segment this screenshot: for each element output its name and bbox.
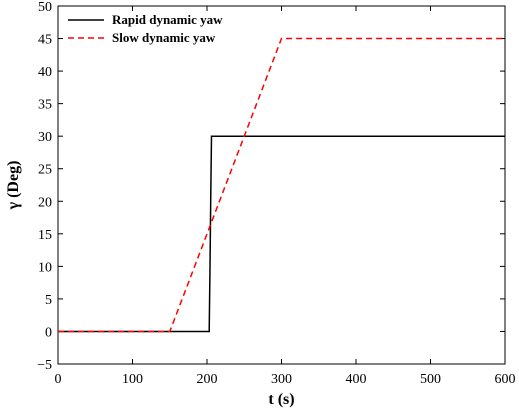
y-tick-label: 15 [38,228,52,243]
x-tick-label: 0 [55,372,62,387]
y-tick-label: 35 [38,98,52,113]
x-tick-label: 600 [495,372,516,387]
y-tick-label: 0 [45,325,52,340]
legend: Rapid dynamic yaw Slow dynamic yaw [68,12,223,45]
y-axis-title: γ (Deg) [5,161,22,211]
series-line-2 [58,37,505,333]
y-tick-label: 10 [38,260,52,275]
y-tick-label: 50 [38,0,52,15]
x-tick-label: 500 [420,372,441,387]
x-tick-label: 200 [197,372,218,387]
y-tick-label: 25 [38,163,52,178]
y-tick-label: 5 [45,293,52,308]
y-tick-label: 20 [38,195,52,210]
x-axis-title: t (s) [268,391,294,408]
y-tick-label: 45 [38,33,52,48]
legend-label-1: Rapid dynamic yaw [112,12,223,27]
y-tick-labels: −5 0 5 10 15 20 25 30 35 40 45 50 [37,0,52,373]
y-tick-label: −5 [37,358,52,373]
series-line-1 [58,135,505,333]
x-tick-labels: 0 100 200 300 400 500 600 [55,372,516,387]
y-tick-label: 40 [38,65,52,80]
plot-frame [57,5,506,365]
axis-ticks [57,5,506,365]
series-layer [58,37,505,333]
y-tick-label: 30 [38,130,52,145]
legend-label-2: Slow dynamic yaw [112,30,216,45]
x-tick-label: 100 [122,372,143,387]
x-tick-label: 300 [271,372,292,387]
x-tick-label: 400 [346,372,367,387]
